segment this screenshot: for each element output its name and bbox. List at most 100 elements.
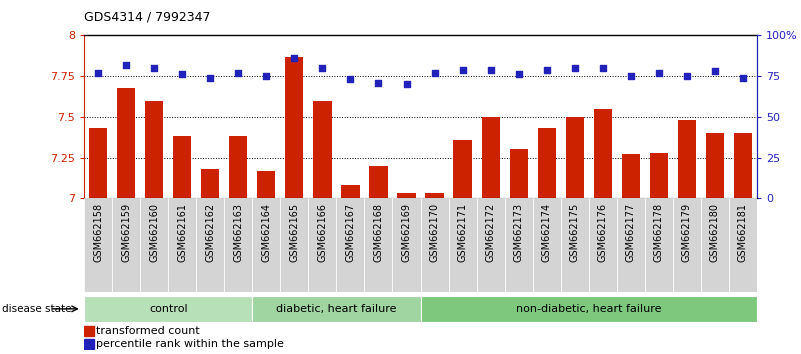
- Bar: [421, 296, 757, 322]
- Bar: [89, 128, 107, 198]
- Text: GSM662179: GSM662179: [682, 203, 692, 262]
- Point: [231, 70, 244, 76]
- Text: GSM662174: GSM662174: [541, 203, 552, 262]
- Text: transformed count: transformed count: [96, 326, 200, 336]
- Bar: [252, 198, 280, 292]
- Bar: [117, 87, 135, 198]
- Bar: [168, 198, 196, 292]
- Point: [456, 67, 469, 73]
- Text: GSM662165: GSM662165: [289, 203, 300, 262]
- Text: GSM662164: GSM662164: [261, 203, 272, 262]
- Bar: [84, 198, 112, 292]
- Text: GSM662160: GSM662160: [149, 203, 159, 262]
- Text: GSM662176: GSM662176: [598, 203, 608, 262]
- Point: [680, 73, 693, 79]
- Point: [540, 67, 553, 73]
- Bar: [594, 109, 612, 198]
- Bar: [84, 296, 252, 322]
- Text: percentile rank within the sample: percentile rank within the sample: [96, 339, 284, 349]
- Bar: [308, 198, 336, 292]
- Bar: [729, 198, 757, 292]
- Point: [316, 65, 328, 71]
- Bar: [257, 171, 276, 198]
- Text: GSM662180: GSM662180: [710, 203, 720, 262]
- Bar: [280, 198, 308, 292]
- Bar: [701, 198, 729, 292]
- Bar: [453, 139, 472, 198]
- Point: [147, 65, 160, 71]
- Text: GSM662163: GSM662163: [233, 203, 244, 262]
- Bar: [509, 149, 528, 198]
- Point: [175, 72, 188, 77]
- Point: [512, 72, 525, 77]
- Bar: [561, 198, 589, 292]
- Point: [372, 80, 384, 85]
- Point: [596, 65, 609, 71]
- Bar: [589, 198, 617, 292]
- Text: GSM662172: GSM662172: [485, 203, 496, 262]
- Bar: [481, 117, 500, 198]
- Text: disease state: disease state: [2, 304, 71, 314]
- Text: GSM662168: GSM662168: [373, 203, 384, 262]
- Text: non-diabetic, heart failure: non-diabetic, heart failure: [516, 304, 662, 314]
- Point: [428, 70, 441, 76]
- Bar: [533, 198, 561, 292]
- Text: GSM662158: GSM662158: [93, 203, 103, 262]
- Bar: [477, 198, 505, 292]
- Point: [344, 76, 356, 82]
- Bar: [84, 339, 94, 349]
- Text: GSM662170: GSM662170: [429, 203, 440, 262]
- Text: GSM662177: GSM662177: [626, 203, 636, 262]
- Point: [736, 75, 749, 81]
- Bar: [421, 198, 449, 292]
- Text: GSM662162: GSM662162: [205, 203, 215, 262]
- Bar: [566, 117, 584, 198]
- Bar: [706, 133, 724, 198]
- Point: [484, 67, 497, 73]
- Text: GSM662175: GSM662175: [570, 203, 580, 262]
- Bar: [449, 198, 477, 292]
- Text: GSM662159: GSM662159: [121, 203, 131, 262]
- Point: [624, 73, 637, 79]
- Text: GSM662171: GSM662171: [457, 203, 468, 262]
- Point: [400, 81, 413, 87]
- Point: [260, 73, 272, 79]
- Point: [120, 62, 133, 68]
- Bar: [678, 120, 696, 198]
- Bar: [734, 133, 752, 198]
- Text: GSM662161: GSM662161: [177, 203, 187, 262]
- Bar: [196, 198, 224, 292]
- Bar: [336, 198, 364, 292]
- Text: GSM662166: GSM662166: [317, 203, 328, 262]
- Bar: [650, 153, 668, 198]
- Text: GSM662173: GSM662173: [513, 203, 524, 262]
- Bar: [645, 198, 673, 292]
- Point: [203, 75, 216, 81]
- Bar: [673, 198, 701, 292]
- Text: GSM662167: GSM662167: [345, 203, 356, 262]
- Text: GSM662178: GSM662178: [654, 203, 664, 262]
- Bar: [252, 296, 421, 322]
- Bar: [84, 326, 94, 336]
- Bar: [364, 198, 392, 292]
- Bar: [369, 166, 388, 198]
- Text: GDS4314 / 7992347: GDS4314 / 7992347: [84, 10, 211, 23]
- Bar: [505, 198, 533, 292]
- Point: [288, 55, 300, 61]
- Bar: [425, 193, 444, 198]
- Point: [652, 70, 665, 76]
- Text: control: control: [149, 304, 187, 314]
- Bar: [392, 198, 421, 292]
- Bar: [229, 136, 248, 198]
- Bar: [622, 154, 640, 198]
- Text: GSM662169: GSM662169: [401, 203, 412, 262]
- Point: [91, 70, 104, 76]
- Bar: [173, 136, 191, 198]
- Bar: [112, 198, 140, 292]
- Bar: [285, 57, 304, 198]
- Bar: [397, 193, 416, 198]
- Point: [708, 68, 721, 74]
- Bar: [145, 101, 163, 198]
- Bar: [537, 128, 556, 198]
- Bar: [224, 198, 252, 292]
